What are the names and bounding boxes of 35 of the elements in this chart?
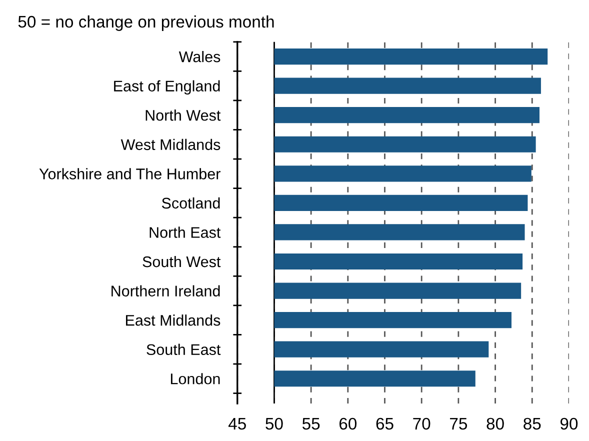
bar bbox=[274, 48, 548, 65]
y-tick-label: Yorkshire and The Humber bbox=[39, 168, 220, 180]
bar bbox=[274, 370, 476, 387]
y-tick-label: West Midlands bbox=[120, 138, 220, 150]
y-tick-label: London bbox=[170, 373, 220, 384]
x-tick-label: 60 bbox=[339, 418, 357, 430]
bar bbox=[274, 282, 522, 299]
bar bbox=[274, 194, 528, 211]
bar bbox=[274, 136, 536, 152]
bar bbox=[274, 341, 489, 358]
x-tick-label: 65 bbox=[376, 418, 394, 430]
x-tick-label: 75 bbox=[450, 418, 468, 430]
chart-title: 50 = no change on previous month bbox=[18, 15, 274, 31]
bar bbox=[274, 253, 523, 270]
y-tick-label: East of England bbox=[114, 80, 220, 95]
bar bbox=[274, 166, 532, 182]
bar bbox=[274, 312, 512, 328]
x-tick-label: 85 bbox=[524, 418, 541, 430]
y-tick-label: Scotland bbox=[162, 197, 220, 209]
y-tick-label: East Midlands bbox=[126, 314, 220, 326]
y-tick-label: Wales bbox=[178, 51, 220, 62]
x-tick-label: 50 bbox=[266, 418, 283, 430]
bar bbox=[274, 224, 525, 240]
x-tick-label: 80 bbox=[486, 418, 504, 430]
y-tick-label: South West bbox=[142, 256, 221, 268]
x-tick-label: 70 bbox=[413, 418, 430, 430]
y-tick-label: North East bbox=[150, 226, 221, 238]
y-tick-label: Northern Ireland bbox=[112, 285, 220, 296]
bar bbox=[274, 78, 541, 94]
x-tick-label: 45 bbox=[228, 418, 246, 430]
bar bbox=[274, 107, 540, 124]
y-tick-label: South East bbox=[146, 344, 221, 356]
x-tick-label: 90 bbox=[560, 418, 578, 430]
x-tick-label: 55 bbox=[302, 418, 320, 430]
y-tick-label: North West bbox=[146, 110, 221, 121]
